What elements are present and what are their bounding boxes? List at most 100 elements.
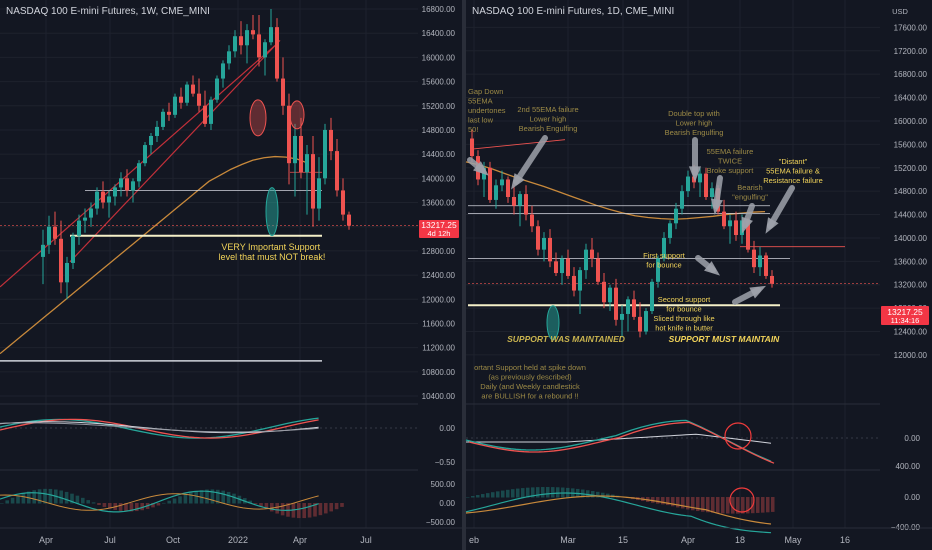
daily-oscillator-panel[interactable]	[465, 419, 880, 464]
weekly-oscillator-panel[interactable]	[0, 417, 418, 439]
weekly-price-tick: 14800.00	[422, 126, 456, 135]
arrow-2nd-failure-head	[511, 173, 525, 190]
annotation-double-top: Double top with Lower high Bearish Engulfi…	[665, 109, 724, 137]
weekly-candle-body	[191, 84, 195, 94]
weekly-candle-body	[59, 238, 63, 283]
daily-histogram-bar	[676, 497, 680, 508]
weekly-osc-line-d	[0, 422, 319, 433]
weekly-osc-tick: −0.50	[435, 458, 456, 467]
daily-candle-body	[704, 173, 708, 197]
weekly-histogram-bar	[21, 493, 26, 504]
panel-divider[interactable]	[462, 0, 466, 550]
weekly-histogram-bar	[280, 503, 285, 516]
weekly-histogram-bar	[270, 503, 274, 512]
annotation-support-maintained: SUPPORT WAS MAINTAINED	[507, 334, 625, 344]
weekly-price-tick: 14400.00	[422, 150, 456, 159]
annotation-55ema-twice: 55EMA failure TWICE Broke support	[707, 147, 755, 175]
daily-chart-panel[interactable]: Gap Down 55EMA undertones last low 50! 2nd 55…	[465, 0, 932, 545]
daily-histogram-bar	[516, 488, 520, 498]
weekly-time-tick: 2022	[228, 535, 248, 545]
weekly-candle-body	[299, 135, 303, 173]
daily-candle-body	[770, 275, 774, 284]
daily-histogram-bar	[771, 497, 775, 512]
daily-histogram-bar	[471, 496, 475, 498]
weekly-histogram-bar	[334, 503, 339, 510]
annotation-gap-down-line: undertones	[468, 106, 506, 115]
annotation-55ema-twice-line: Broke support	[707, 166, 755, 175]
weekly-candle-body	[251, 30, 255, 35]
weekly-price-box-value: 13217.25	[421, 220, 457, 230]
weekly-highlights	[249, 99, 305, 237]
weekly-histogram-bar	[75, 495, 80, 504]
daily-candle-body	[578, 270, 582, 291]
annotation-distant-line: 55EMA failure &	[766, 167, 820, 176]
weekly-candle-body	[107, 196, 111, 203]
daily-candle-body	[644, 311, 648, 332]
weekly-55ema-line	[0, 155, 309, 355]
daily-candle-body	[506, 179, 510, 197]
daily-price-tick: 14000.00	[894, 234, 928, 243]
weekly-price-tick: 16000.00	[422, 53, 456, 62]
annotation-first-support: First support for bounce	[643, 251, 686, 270]
daily-candle-body	[470, 138, 474, 157]
weekly-price-tick: 15200.00	[422, 102, 456, 111]
weekly-candle-body	[275, 27, 279, 79]
weekly-candle-body	[233, 36, 237, 52]
weekly-histogram-bar	[329, 503, 333, 512]
daily-candle-body	[758, 255, 762, 268]
daily-histogram-panel[interactable]	[465, 487, 775, 534]
annotation-support-maintained-line: SUPPORT WAS MAINTAINED	[507, 334, 625, 344]
daily-candle-body	[584, 249, 588, 271]
weekly-candle-body	[347, 214, 351, 226]
daily-time-tick: 16	[840, 535, 850, 545]
daily-histogram-bar	[726, 497, 730, 514]
annotation-support-must-maintain-line: SUPPORT MUST MAINTAIN	[669, 334, 781, 344]
weekly-candle-body	[317, 178, 321, 209]
daily-osc-line-red	[468, 421, 775, 464]
annotation-first-support-line: First support	[643, 251, 686, 260]
daily-price-tick: 16000.00	[894, 117, 928, 126]
weekly-candle-body	[95, 191, 99, 209]
weekly-histogram-bar	[324, 503, 328, 514]
daily-countdown: 11:34:16	[891, 316, 920, 325]
daily-candle-body	[692, 176, 696, 183]
daily-histogram-bar	[741, 497, 745, 514]
weekly-histogram-bar	[81, 497, 85, 504]
weekly-histogram-panel[interactable]	[0, 488, 344, 519]
daily-candle-body	[680, 191, 684, 209]
weekly-candles[interactable]	[41, 9, 351, 300]
daily-histogram-bar	[711, 497, 715, 513]
daily-osc-tick: 400.00	[896, 462, 921, 471]
weekly-histogram-bar	[86, 500, 90, 504]
daily-histogram-bar	[486, 493, 490, 498]
daily-candle-body	[626, 299, 630, 314]
weekly-histogram-bar	[162, 502, 166, 504]
weekly-price-box	[419, 220, 459, 238]
daily-histogram-bar	[721, 497, 725, 514]
weekly-time-tick: Apr	[39, 535, 53, 545]
weekly-chart-panel[interactable]: NASDAQ 100 E-mini Futures, 1W, CME_MINI …	[0, 0, 462, 545]
daily-candle-body	[656, 258, 660, 282]
daily-price-scale[interactable]	[880, 0, 932, 528]
weekly-price-tick: 10800.00	[422, 368, 456, 377]
weekly-price-scale[interactable]	[418, 0, 462, 528]
daily-time-tick: Apr	[681, 535, 695, 545]
weekly-hist-tick: 0.00	[439, 499, 455, 508]
weekly-candle-body	[185, 84, 189, 103]
weekly-candle-body	[221, 63, 225, 79]
weekly-histogram-bar	[129, 503, 134, 512]
daily-candle-body	[674, 208, 678, 224]
weekly-histogram-bar	[307, 503, 312, 518]
weekly-histogram-bar	[194, 491, 198, 504]
daily-histogram-bar	[766, 497, 770, 513]
weekly-candle-body	[167, 111, 171, 115]
weekly-time-tick: Jul	[360, 535, 372, 545]
weekly-candle-body	[113, 187, 117, 197]
weekly-histogram-bar	[91, 502, 96, 504]
weekly-candle-body	[323, 129, 327, 179]
daily-histogram-bar	[551, 487, 555, 498]
weekly-candle-body	[287, 105, 291, 164]
annotation-gap-down-line: 50!	[468, 125, 478, 134]
weekly-candle-body	[239, 36, 243, 46]
daily-histogram-bar	[481, 494, 485, 498]
